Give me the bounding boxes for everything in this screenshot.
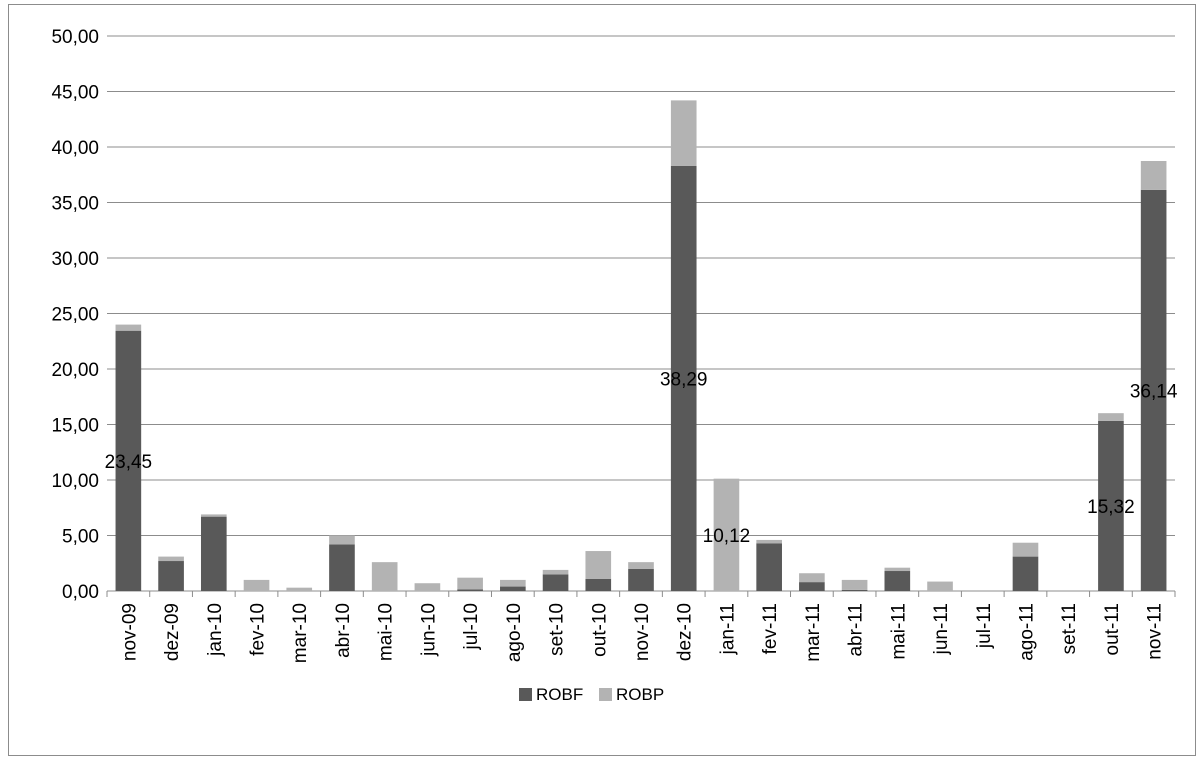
- y-tick-label: 40,00: [51, 138, 99, 159]
- bar-robp: [884, 567, 911, 572]
- data-label: 38,29: [660, 369, 708, 390]
- bar-robp: [371, 562, 398, 591]
- x-tick-label: jun-10: [418, 603, 439, 657]
- x-tick-label: nov-11: [1145, 603, 1166, 660]
- bar-robp: [243, 579, 270, 591]
- data-label: 10,12: [703, 526, 751, 547]
- x-tick-label: out-10: [589, 603, 610, 657]
- bars: [115, 100, 1167, 591]
- bar-robf: [1012, 556, 1039, 591]
- legend-label-robp: ROBP: [616, 685, 664, 704]
- x-tick-label: set-11: [1059, 603, 1080, 654]
- data-labels: 23,45 38,29 10,12 15,32 36,14: [105, 369, 1178, 546]
- bar-robp: [200, 514, 227, 517]
- x-tick-label: jan-10: [205, 603, 226, 657]
- bar-robf: [799, 582, 825, 591]
- bar-robp: [286, 587, 313, 591]
- bar-robp: [115, 324, 142, 331]
- bar-robp: [927, 581, 953, 591]
- legend: ROBF ROBP: [519, 685, 664, 704]
- legend-label-robf: ROBF: [536, 685, 583, 704]
- bar-robf: [1140, 189, 1167, 591]
- bar-robp: [799, 573, 825, 583]
- y-tick-label: 50,00: [51, 27, 99, 48]
- x-tick-label: dez-10: [675, 603, 696, 661]
- bar-robf: [585, 578, 612, 591]
- gridlines: [107, 35, 1175, 592]
- bar-robf: [756, 543, 782, 591]
- bar-robf: [1098, 420, 1124, 591]
- x-tick-label: ago-10: [504, 603, 525, 662]
- x-tick-label: fev-10: [248, 603, 269, 656]
- x-tick-label: abr-11: [846, 603, 867, 657]
- bar-robf: [457, 589, 483, 591]
- bar-robf: [841, 589, 868, 591]
- data-label: 15,32: [1087, 497, 1135, 518]
- x-axis: nov-09 dez-09 jan-10 fev-10 mar-10 abr-10 mai-…: [106, 591, 1176, 663]
- x-tick-label: nov-10: [632, 603, 653, 661]
- stacked-bar-chart: 0,00 5,00 10,00 15,00 20,00 25,00 30,00 35,00 40…: [51, 27, 1178, 704]
- bar-robp: [500, 579, 526, 587]
- bar-robf: [158, 561, 184, 591]
- bar-robf: [884, 571, 911, 591]
- bar-robf: [329, 544, 355, 591]
- bar-robf: [500, 586, 526, 591]
- chart-frame: 0,00 5,00 10,00 15,00 20,00 25,00 30,00 35,00 40…: [8, 4, 1196, 756]
- y-tick-label: 0,00: [62, 582, 99, 603]
- x-tick-label: jul-10: [461, 603, 482, 650]
- y-tick-label: 30,00: [51, 249, 99, 270]
- bar-robf: [200, 516, 227, 591]
- bar-robp: [1012, 542, 1039, 557]
- x-tick-label: mar-10: [290, 603, 311, 663]
- x-tick-label: jan-11: [717, 603, 738, 655]
- bar-robp: [756, 539, 782, 544]
- bar-robp: [1140, 160, 1167, 190]
- y-tick-label: 45,00: [51, 83, 99, 104]
- bar-robf: [115, 330, 142, 591]
- bar-robp: [542, 569, 569, 575]
- bar-robp: [329, 535, 355, 545]
- legend-swatch-robf: [519, 688, 532, 701]
- bar-robp: [585, 551, 612, 579]
- data-label: 23,45: [105, 452, 153, 473]
- x-tick-label: nov-09: [119, 603, 140, 661]
- bar-robp: [670, 100, 697, 166]
- y-tick-label: 25,00: [51, 305, 99, 326]
- x-tick-label: set-10: [547, 603, 568, 656]
- x-tick-label: mai-11: [888, 603, 909, 660]
- y-tick-label: 35,00: [51, 194, 99, 215]
- x-tick-label: jun-11: [931, 603, 952, 655]
- y-tick-label: 10,00: [51, 471, 99, 492]
- x-tick-label: abr-10: [333, 603, 354, 658]
- y-tick-label: 20,00: [51, 360, 99, 381]
- y-tick-label: 15,00: [51, 416, 99, 437]
- bar-robp: [158, 556, 184, 562]
- bar-robp: [841, 579, 868, 590]
- bar-robf: [628, 568, 654, 591]
- x-tick-label: mar-11: [803, 603, 824, 662]
- x-tick-label: ago-11: [1016, 603, 1037, 661]
- x-tick-label: dez-09: [162, 603, 183, 661]
- x-tick-label: mai-10: [376, 603, 397, 661]
- y-axis: 0,00 5,00 10,00 15,00 20,00 25,00 30,00 35,00 40…: [51, 27, 99, 603]
- bar-robp: [457, 577, 483, 590]
- x-tick-label: fev-11: [760, 603, 781, 654]
- bar-robp: [713, 478, 740, 591]
- bar-robf: [670, 165, 697, 591]
- data-label: 36,14: [1130, 381, 1178, 402]
- bar-robp: [1098, 413, 1124, 421]
- x-tick-label: out-11: [1102, 603, 1123, 655]
- x-tick-label: jul-11: [974, 603, 995, 649]
- bar-robf: [542, 574, 569, 591]
- bar-robp: [414, 583, 441, 591]
- y-tick-label: 5,00: [62, 527, 99, 548]
- legend-swatch-robp: [599, 688, 612, 701]
- bar-robp: [628, 562, 654, 569]
